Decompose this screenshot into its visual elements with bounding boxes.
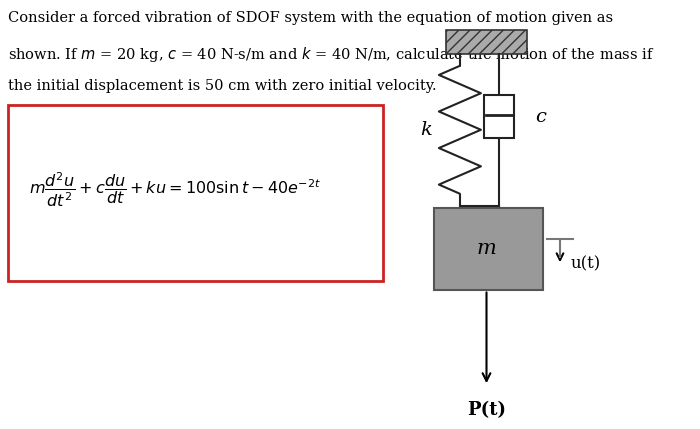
Bar [8,105,383,281]
Text: m: m [477,239,496,258]
Text: $m\dfrac{d^2u}{dt^2}+c\dfrac{du}{dt}+ku=100\sin t-40e^{-2t}$: $m\dfrac{d^2u}{dt^2}+c\dfrac{du}{dt}+ku=… [29,170,321,209]
Bar [434,208,542,290]
Text: the initial displacement is 50 cm with zero initial velocity.: the initial displacement is 50 cm with z… [8,79,437,94]
Text: c: c [535,108,546,126]
Bar [447,30,526,54]
Text: Consider a forced vibration of SDOF system with the equation of motion given as: Consider a forced vibration of SDOF syst… [8,11,613,25]
Text: u(t): u(t) [570,256,601,273]
Text: P(t): P(t) [467,401,506,419]
Text: k: k [421,121,432,139]
Bar [484,96,514,138]
Text: shown. If $m$ = 20 kg, $c$ = 40 N-s/m and $k$ = 40 N/m, calculate the motion of : shown. If $m$ = 20 kg, $c$ = 40 N-s/m an… [8,45,654,64]
